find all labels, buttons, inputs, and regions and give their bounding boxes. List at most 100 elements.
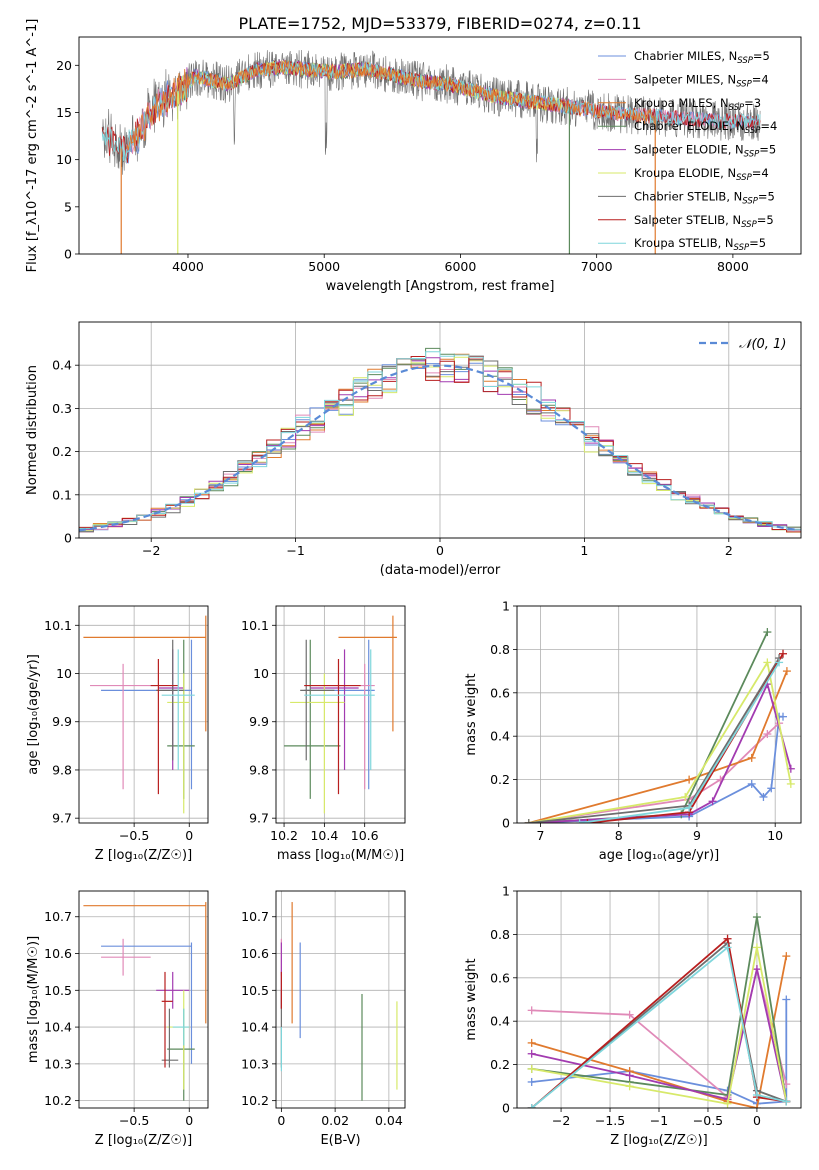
x-tick-label: −1 bbox=[650, 1113, 668, 1128]
x-tick-label: 6000 bbox=[445, 259, 477, 274]
y-tick-label: 10.6 bbox=[241, 946, 269, 961]
y-tick-label: 20 bbox=[56, 58, 72, 73]
weight-marker-kroupa_stelib bbox=[685, 803, 694, 812]
y-axis-label: mass weight bbox=[464, 958, 479, 1040]
legend-name: Salpeter STELIB, N bbox=[634, 213, 741, 227]
y-tick-label: 10.4 bbox=[44, 1020, 72, 1035]
y-axis-label: mass weight bbox=[464, 673, 479, 755]
weight-marker-kroupa_elodie bbox=[681, 792, 690, 801]
x-axis-label: age [log₁₀(age/yr)] bbox=[599, 848, 720, 863]
legend-suffix: =4 bbox=[752, 72, 769, 86]
legend-suffix: =3 bbox=[744, 96, 761, 110]
weight-marker-chabrier_miles bbox=[759, 792, 768, 801]
weight-marker-salpeter_elodie bbox=[708, 797, 717, 806]
x-tick-label: 8000 bbox=[717, 259, 749, 274]
x-axis-label: Z [log₁₀(Z/Z☉)] bbox=[610, 1133, 707, 1148]
y-tick-label: 0.6 bbox=[490, 970, 510, 985]
y-tick-label: 0 bbox=[502, 816, 510, 831]
axes-frame bbox=[78, 36, 802, 255]
y-axis-label: Normed distribution bbox=[25, 365, 40, 495]
y-tick-label: 0 bbox=[64, 531, 72, 546]
x-tick-label: 7 bbox=[536, 828, 544, 843]
weight-marker-chabrier_miles bbox=[767, 784, 776, 793]
axes-frame bbox=[78, 890, 209, 1109]
axes-frame bbox=[275, 890, 406, 1109]
y-tick-label: 9.7 bbox=[52, 811, 72, 826]
weight-marker-kroupa_elodie bbox=[723, 1099, 732, 1108]
x-tick-label: 0 bbox=[753, 1113, 761, 1128]
weight-marker-kroupa_miles bbox=[782, 667, 791, 676]
x-tick-label: −0.5 bbox=[119, 1113, 149, 1128]
plot-area bbox=[101, 49, 761, 254]
legend-label-normal: 𝒩(0, 1) bbox=[739, 337, 786, 352]
weight-line-kroupa_stelib bbox=[579, 661, 780, 823]
legend-name: Kroupa ELODIE, N bbox=[634, 166, 736, 180]
y-tick-label: 10 bbox=[253, 666, 269, 681]
x-axis-label: E(B-V) bbox=[320, 1133, 360, 1148]
weight-marker-kroupa_stelib bbox=[752, 1090, 761, 1099]
figure-title: PLATE=1752, MJD=53379, FIBERID=0274, z=0… bbox=[238, 14, 641, 33]
x-tick-label: −2 bbox=[142, 543, 160, 558]
legend-label-kroupa_miles: Kroupa MILES, NSSP=3 bbox=[634, 96, 761, 113]
y-axis-label: Flux [f_λ10^-17 erg cm^-2 s^-1 A^-1] bbox=[25, 19, 40, 273]
weight-marker-salpeter_elodie bbox=[625, 1071, 634, 1080]
legend-sub: SSP bbox=[745, 126, 761, 136]
x-tick-label: 4000 bbox=[172, 259, 204, 274]
y-tick-label: 0.2 bbox=[490, 772, 510, 787]
x-tick-label: 8 bbox=[615, 828, 623, 843]
weight-marker-salpeter_stelib bbox=[779, 649, 788, 658]
plot-area bbox=[83, 615, 207, 814]
y-tick-label: 0 bbox=[502, 1101, 510, 1116]
x-tick-label: 9 bbox=[693, 828, 701, 843]
weight-marker-salpeter_elodie bbox=[527, 1049, 536, 1058]
legend-label-kroupa_elodie: Kroupa ELODIE, NSSP=4 bbox=[634, 166, 769, 183]
weight-marker-salpeter_elodie bbox=[752, 965, 761, 974]
legend-name: Kroupa STELIB, N bbox=[634, 236, 734, 250]
spectrum-panel: 4000 5000 6000 7000 8000 0 5 10 15 20 wavelength [… bbox=[25, 19, 802, 294]
legend-name: Chabrier STELIB, N bbox=[634, 189, 742, 203]
x-tick-label: −1 bbox=[286, 543, 304, 558]
y-axis-label: mass [log₁₀(M/M☉)] bbox=[26, 936, 41, 1063]
x-tick-label: 0 bbox=[436, 543, 444, 558]
weight-marker-kroupa_elodie bbox=[625, 1082, 634, 1091]
plot-area bbox=[527, 913, 791, 1108]
legend-suffix: =5 bbox=[757, 213, 774, 227]
axes-frame bbox=[275, 605, 406, 824]
legend-suffix: =4 bbox=[752, 166, 769, 180]
y-tick-label: 9.7 bbox=[249, 811, 269, 826]
legend-suffix: =4 bbox=[760, 119, 777, 133]
x-axis-label: mass [log₁₀(M/M☉)] bbox=[277, 848, 404, 863]
y-tick-label: 0.2 bbox=[490, 1057, 510, 1072]
y-tick-label: 0.2 bbox=[52, 444, 72, 459]
weight-marker-kroupa_miles bbox=[752, 1104, 761, 1108]
y-tick-label: 9.9 bbox=[249, 714, 269, 729]
x-tick-label: 0.02 bbox=[321, 1113, 349, 1128]
plot-area bbox=[83, 902, 207, 1101]
weight-marker-salpeter_stelib bbox=[583, 819, 592, 823]
y-tick-label: 9.9 bbox=[52, 714, 72, 729]
legend-suffix: =5 bbox=[759, 143, 776, 157]
y-tick-label: 10.2 bbox=[241, 1093, 269, 1108]
y-tick-label: 0.3 bbox=[52, 401, 72, 416]
y-tick-label: 10 bbox=[56, 152, 72, 167]
weight-marker-chabrier_stelib bbox=[524, 819, 533, 823]
legend-sub: SSP bbox=[744, 150, 760, 160]
weight-line-kroupa_elodie bbox=[528, 661, 792, 823]
legend-sub: SSP bbox=[742, 196, 758, 206]
y-tick-label: 10.5 bbox=[44, 983, 72, 998]
legend-label-kroupa_stelib: Kroupa STELIB, NSSP=5 bbox=[634, 236, 766, 253]
y-tick-label: 10.3 bbox=[44, 1056, 72, 1071]
y-tick-label: 0.8 bbox=[490, 927, 510, 942]
weight-marker-kroupa_elodie bbox=[752, 943, 761, 952]
legend-name: Chabrier ELODIE, N bbox=[634, 119, 745, 133]
x-tick-label: 2 bbox=[725, 543, 733, 558]
weight-marker-chabrier_miles bbox=[527, 1077, 536, 1086]
y-tick-label: 10.2 bbox=[44, 1093, 72, 1108]
x-tick-label: −2 bbox=[552, 1113, 570, 1128]
y-tick-label: 10.4 bbox=[241, 1020, 269, 1035]
weight-vs-metallicity-panel: −2 −1.5 −1 −0.5 0 0 0.2 0.4 0.6 0.8 1 Z [log₁₀(Z/Z☉… bbox=[464, 884, 802, 1148]
axes-frame bbox=[78, 605, 209, 824]
weight-marker-kroupa_elodie bbox=[527, 1064, 536, 1073]
legend-name: Salpeter ELODIE, N bbox=[634, 143, 744, 157]
